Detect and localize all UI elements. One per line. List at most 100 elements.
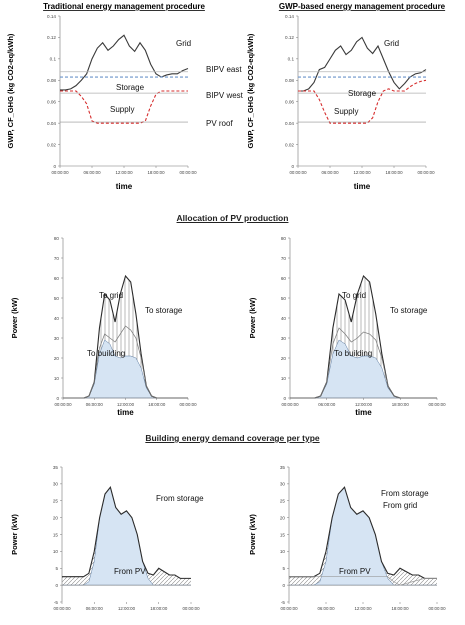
allocation-section-title: Allocation of PV production: [176, 213, 289, 223]
x-tick-label: 06:00:00: [86, 402, 104, 407]
annotation-supply: Supply: [334, 107, 358, 116]
y-tick-label: 0.14: [47, 14, 56, 19]
annotation-from-grid: From grid: [383, 501, 417, 510]
x-tick-label: 00:00:00: [281, 402, 299, 407]
annotation-grid: Grid: [176, 39, 191, 48]
x-tick-label: 00:00:00: [51, 170, 69, 175]
coverage_gwp-group: -5 0 5 10 15 20 25 30 35 00:00:00 06:00:00 12:00:00…: [248, 465, 446, 611]
annotation-grid: Grid: [384, 39, 399, 48]
y-tick-label: 0.12: [47, 35, 56, 40]
y-tick-label: 0: [55, 583, 58, 588]
x-tick-label: 18:00:00: [148, 402, 166, 407]
y-tick-label: 0.1: [288, 57, 295, 62]
x-tick-label: 00:00:00: [54, 402, 72, 407]
x-tick-label: 18:00:00: [391, 606, 409, 611]
x-axis-label: time: [354, 182, 371, 191]
gwp_traditional-group: Traditional energy management procedure 0…: [6, 2, 244, 191]
y-tick-label: 25: [280, 499, 286, 504]
y-tick-label: 35: [53, 465, 59, 470]
x-tick-label: 00:00:00: [417, 170, 435, 175]
y-tick-label: 80: [54, 236, 60, 241]
y-axis-label: GWP, CF_GHG (kg CO2-eq/kWh): [6, 33, 15, 148]
x-tick-label: 12:00:00: [115, 170, 133, 175]
y-tick-label: 0.06: [47, 100, 56, 105]
y-tick-label: 80: [281, 236, 287, 241]
x-tick-label: 12:00:00: [117, 402, 135, 407]
y-axis-label: GWP, CF_GHG (kg CO2-eq/kWh): [246, 33, 255, 148]
x-tick-label: 00:00:00: [179, 402, 197, 407]
x-tick-label: 00:00:00: [53, 606, 71, 611]
y-tick-label: 30: [281, 336, 287, 341]
y-tick-label: 70: [54, 256, 60, 261]
y-tick-label: 0.1: [50, 57, 57, 62]
y-tick-label: 0.06: [285, 100, 294, 105]
y-tick-label: 10: [281, 376, 287, 381]
annotation-to-grid: To grid: [342, 291, 366, 300]
y-tick-label: 0.12: [285, 35, 294, 40]
y-tick-label: 60: [281, 276, 287, 281]
y-tick-label: 20: [281, 356, 287, 361]
y-tick-label: 0.08: [285, 78, 294, 83]
annotation-to-grid: To grid: [99, 291, 123, 300]
x-tick-label: 06:00:00: [317, 606, 335, 611]
annotation-from-pv: From PV: [339, 567, 371, 576]
annotation-storage: Storage: [116, 83, 145, 92]
x-tick-label: 00:00:00: [179, 170, 197, 175]
series-line-supply: [298, 79, 427, 124]
y-tick-label: 0.02: [285, 142, 294, 147]
y-tick-label: 0: [56, 396, 59, 401]
y-tick-label: 0.02: [47, 142, 56, 147]
annotation-storage: Storage: [348, 89, 377, 98]
x-tick-label: 12:00:00: [353, 170, 371, 175]
y-axis-label: Power (kW): [248, 514, 257, 555]
x-tick-label: 06:00:00: [83, 170, 101, 175]
series-line-grid: [60, 34, 189, 91]
x-axis-label: time: [116, 182, 133, 191]
x-tick-label: 12:00:00: [118, 606, 136, 611]
alloc_traditional-group: 0 10 20 30 40 50 60 70 80 00:00:00 06:00:00 12:00:0…: [10, 236, 197, 417]
hatched-area: [290, 276, 437, 398]
x-tick-label: 18:00:00: [385, 170, 403, 175]
annotation-supply: Supply: [110, 105, 134, 114]
annotation-bipv-east: BIPV east: [206, 65, 242, 74]
series-line-supply: [60, 90, 188, 124]
y-tick-label: 30: [53, 482, 59, 487]
x-tick-label: 00:00:00: [428, 606, 446, 611]
y-tick-label: 0: [291, 164, 294, 169]
annotation-from-storage: From storage: [381, 489, 429, 498]
y-tick-label: 40: [54, 316, 60, 321]
y-tick-label: 10: [280, 549, 286, 554]
y-tick-label: 25: [53, 499, 59, 504]
y-tick-label: 70: [281, 256, 287, 261]
y-tick-label: 5: [55, 566, 58, 571]
y-tick-label: 0.08: [47, 78, 56, 83]
annotation-to-storage: To storage: [145, 306, 183, 315]
y-tick-label: 50: [281, 296, 287, 301]
x-tick-label: 18:00:00: [392, 402, 410, 407]
annotation-from-pv: From PV: [114, 567, 146, 576]
chart-title: Traditional energy management procedure: [43, 2, 205, 11]
y-axis-label: Power (kW): [248, 297, 257, 338]
y-axis-label: Power (kW): [10, 514, 19, 555]
y-tick-label: 50: [54, 296, 60, 301]
y-tick-label: 60: [54, 276, 60, 281]
y-tick-label: 0.14: [285, 14, 294, 19]
coverage_traditional-group: -5 0 5 10 15 20 25 30 35 00:00:00 06:00:00 12:00:00…: [10, 465, 204, 611]
chart-title: GWP-based energy management procedure: [279, 2, 446, 11]
y-tick-label: 0: [53, 164, 56, 169]
annotation-to-building: To building: [334, 349, 372, 358]
y-tick-label: 0.04: [47, 121, 56, 126]
x-tick-label: 18:00:00: [150, 606, 168, 611]
y-tick-label: -5: [54, 600, 59, 605]
y-tick-label: 10: [53, 549, 59, 554]
coverage-section-title: Building energy demand coverage per type: [145, 433, 320, 443]
x-tick-label: 12:00:00: [354, 606, 372, 611]
y-tick-label: 20: [54, 356, 60, 361]
y-tick-label: 15: [280, 532, 286, 537]
x-tick-label: 06:00:00: [321, 170, 339, 175]
y-tick-label: 35: [280, 465, 286, 470]
